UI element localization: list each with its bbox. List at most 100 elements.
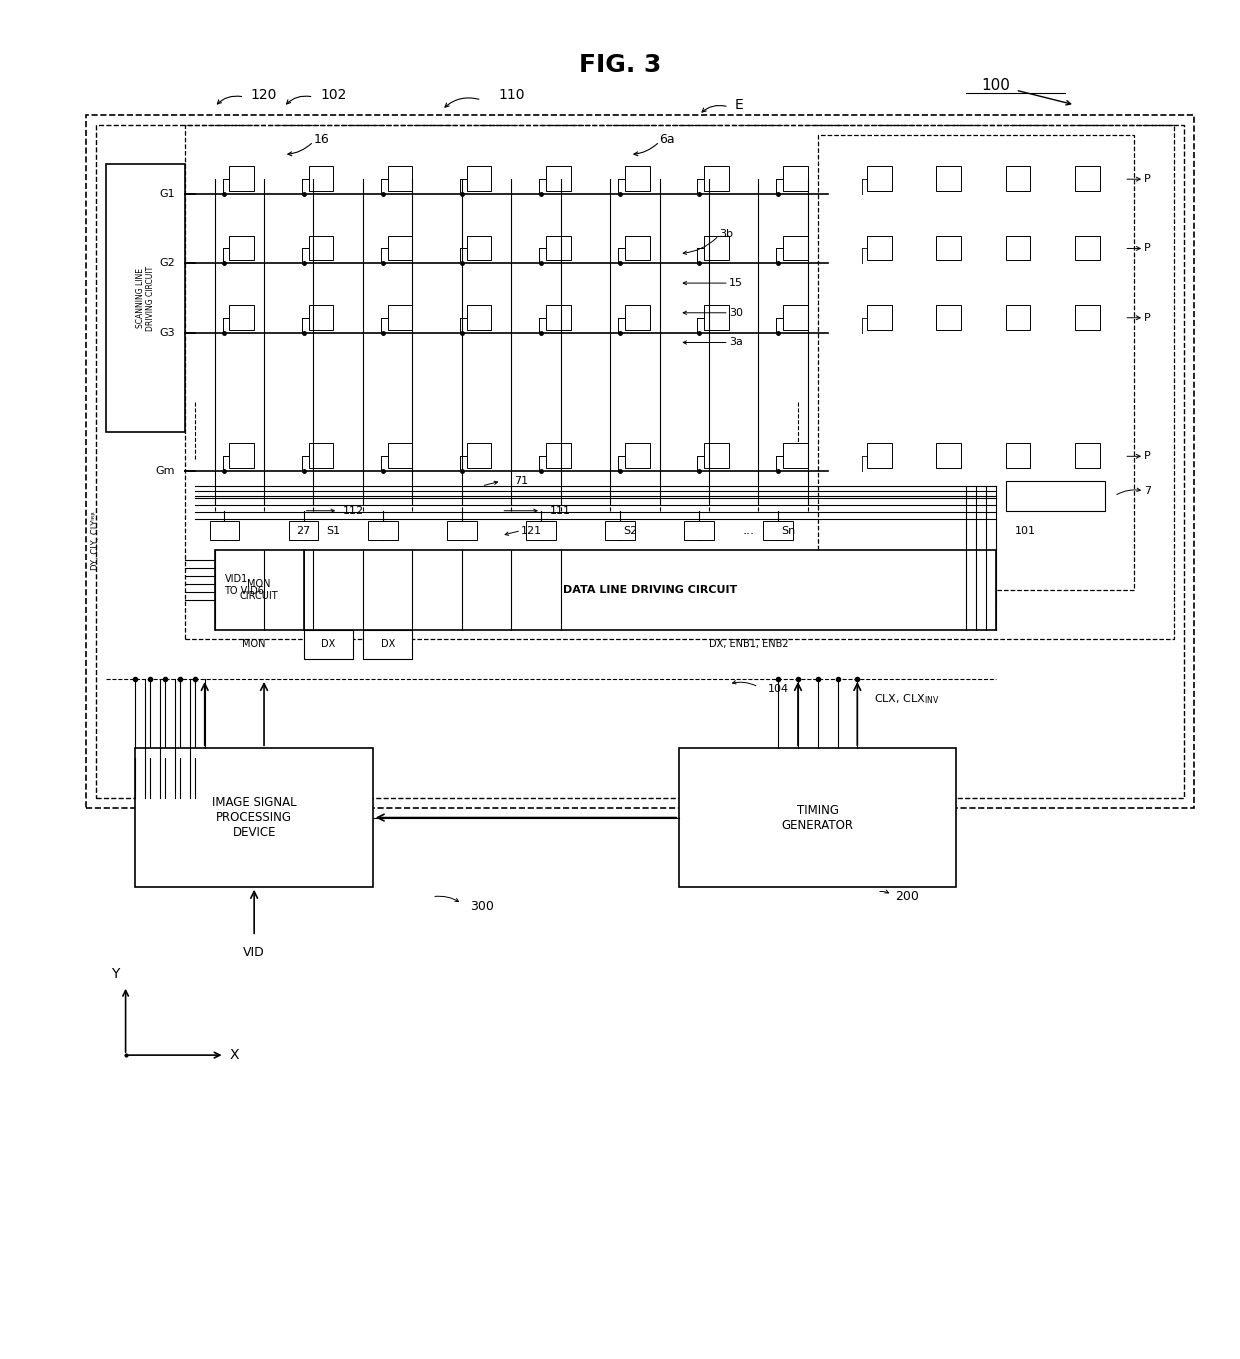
Text: 3a: 3a xyxy=(729,337,743,348)
Bar xyxy=(309,166,334,192)
Text: 27: 27 xyxy=(296,526,311,535)
Text: 120: 120 xyxy=(250,88,278,102)
Bar xyxy=(1006,235,1030,261)
Text: CLX, CLX$_{\mathrm{INV}}$: CLX, CLX$_{\mathrm{INV}}$ xyxy=(874,692,940,705)
Text: MON: MON xyxy=(242,639,265,650)
Bar xyxy=(680,749,956,887)
Text: 3b: 3b xyxy=(719,228,733,239)
Text: 112: 112 xyxy=(342,506,363,516)
Bar xyxy=(605,520,635,541)
Bar xyxy=(135,749,373,887)
Bar xyxy=(936,166,961,192)
Bar xyxy=(784,166,808,192)
Text: 111: 111 xyxy=(551,506,572,516)
Text: DX, ENB1, ENB2: DX, ENB1, ENB2 xyxy=(709,639,789,650)
Text: P: P xyxy=(1145,174,1151,185)
Text: MON
CIRCUIT: MON CIRCUIT xyxy=(239,579,279,601)
Bar xyxy=(304,629,353,659)
Bar xyxy=(304,550,996,629)
Bar xyxy=(546,304,570,330)
Bar xyxy=(526,520,556,541)
Bar xyxy=(704,166,729,192)
Text: 7: 7 xyxy=(1145,487,1151,496)
Text: S1: S1 xyxy=(326,526,340,535)
Text: 104: 104 xyxy=(768,684,789,694)
Bar xyxy=(388,166,413,192)
Bar xyxy=(764,520,794,541)
Text: Sn: Sn xyxy=(781,526,795,535)
Bar xyxy=(309,443,334,469)
Bar xyxy=(229,166,254,192)
Text: 100: 100 xyxy=(981,77,1011,92)
Bar xyxy=(704,304,729,330)
Bar xyxy=(1075,304,1100,330)
Bar xyxy=(309,304,334,330)
Text: 101: 101 xyxy=(1014,526,1035,535)
Bar xyxy=(185,125,1174,640)
Text: P: P xyxy=(1145,243,1151,253)
Bar xyxy=(784,443,808,469)
Bar xyxy=(363,629,413,659)
Text: G2: G2 xyxy=(159,258,175,268)
Text: DX: DX xyxy=(381,639,394,650)
Bar xyxy=(1075,166,1100,192)
Text: SCANNING LINE
DRIVING CIRCUIT: SCANNING LINE DRIVING CIRCUIT xyxy=(135,265,155,330)
Bar xyxy=(105,164,185,432)
Text: 30: 30 xyxy=(729,307,743,318)
Bar xyxy=(215,550,304,629)
Bar xyxy=(784,304,808,330)
Text: X: X xyxy=(229,1048,239,1063)
Bar xyxy=(466,235,491,261)
Bar xyxy=(867,443,892,469)
Bar xyxy=(867,304,892,330)
Bar xyxy=(309,235,334,261)
Bar xyxy=(1006,443,1030,469)
Bar xyxy=(388,304,413,330)
Bar xyxy=(684,520,714,541)
Bar xyxy=(95,125,1184,798)
Bar xyxy=(289,520,319,541)
Text: 121: 121 xyxy=(521,526,542,535)
Bar xyxy=(784,235,808,261)
Bar xyxy=(546,235,570,261)
Bar xyxy=(936,235,961,261)
Bar xyxy=(817,135,1135,590)
Text: 300: 300 xyxy=(470,900,494,913)
Bar xyxy=(1075,443,1100,469)
Text: DY, CLY, CLYᴵᴿᵝ: DY, CLY, CLYᴵᴿᵝ xyxy=(92,511,100,569)
Bar xyxy=(466,304,491,330)
Bar xyxy=(368,520,398,541)
Text: G1: G1 xyxy=(160,189,175,198)
Text: ...: ... xyxy=(743,525,755,537)
Text: G3: G3 xyxy=(160,328,175,337)
Bar xyxy=(388,235,413,261)
Bar xyxy=(546,166,570,192)
Text: S2: S2 xyxy=(622,526,637,535)
Text: Gm: Gm xyxy=(155,466,175,476)
Text: P: P xyxy=(1145,451,1151,461)
Bar xyxy=(625,443,650,469)
Text: DATA LINE DRIVING CIRCUIT: DATA LINE DRIVING CIRCUIT xyxy=(563,584,737,595)
Text: 15: 15 xyxy=(729,279,743,288)
Bar xyxy=(936,304,961,330)
Bar xyxy=(229,235,254,261)
Text: 6a: 6a xyxy=(660,133,675,145)
Bar xyxy=(704,443,729,469)
Bar xyxy=(867,166,892,192)
Bar xyxy=(704,235,729,261)
Text: 102: 102 xyxy=(320,88,346,102)
Bar xyxy=(466,443,491,469)
Text: VID1
TO VID6: VID1 TO VID6 xyxy=(224,573,264,595)
Bar xyxy=(229,304,254,330)
Text: 110: 110 xyxy=(498,88,525,102)
Bar xyxy=(388,443,413,469)
Text: IMAGE SIGNAL
PROCESSING
DEVICE: IMAGE SIGNAL PROCESSING DEVICE xyxy=(212,796,296,839)
Bar xyxy=(1006,166,1030,192)
Text: TIMING
GENERATOR: TIMING GENERATOR xyxy=(781,803,854,832)
Text: FIG. 3: FIG. 3 xyxy=(579,53,661,77)
Bar xyxy=(546,443,570,469)
Text: 71: 71 xyxy=(515,476,528,487)
Text: P: P xyxy=(1145,313,1151,322)
Bar xyxy=(625,166,650,192)
Bar xyxy=(229,443,254,469)
